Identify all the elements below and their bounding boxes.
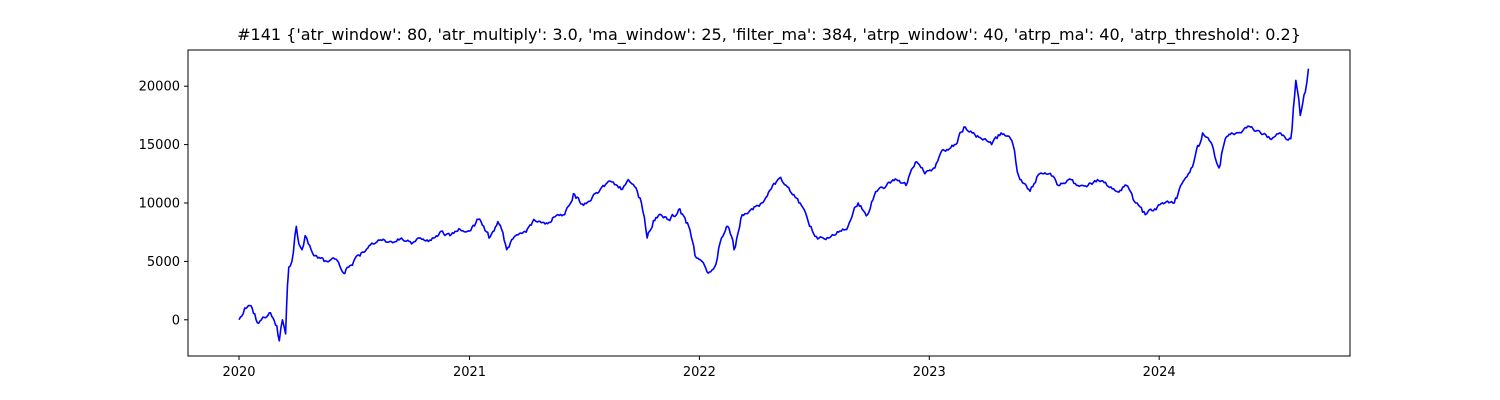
y-axis: 0 5000 10000 15000 20000 — [139, 80, 188, 328]
plot-frame — [187, 49, 1351, 357]
y-tick-label: 0 — [172, 313, 180, 328]
series-line — [238, 68, 1310, 342]
x-tick-label: 2020 — [222, 365, 255, 380]
x-tick-label: 2024 — [1143, 365, 1176, 380]
x-tick-label: 2022 — [683, 365, 716, 380]
x-tick-label: 2021 — [453, 365, 486, 380]
x-tick-label: 2023 — [913, 365, 946, 380]
x-axis: 2020 2021 2022 2023 2024 — [222, 356, 1176, 380]
y-tick-label: 10000 — [139, 197, 180, 212]
series-layer — [238, 68, 1310, 342]
y-tick-label: 20000 — [139, 80, 180, 95]
y-tick-label: 5000 — [147, 255, 180, 270]
y-tick-label: 15000 — [139, 138, 180, 153]
chart-title: #141 {'atr_window': 80, 'atr_multiply': … — [237, 25, 1301, 45]
